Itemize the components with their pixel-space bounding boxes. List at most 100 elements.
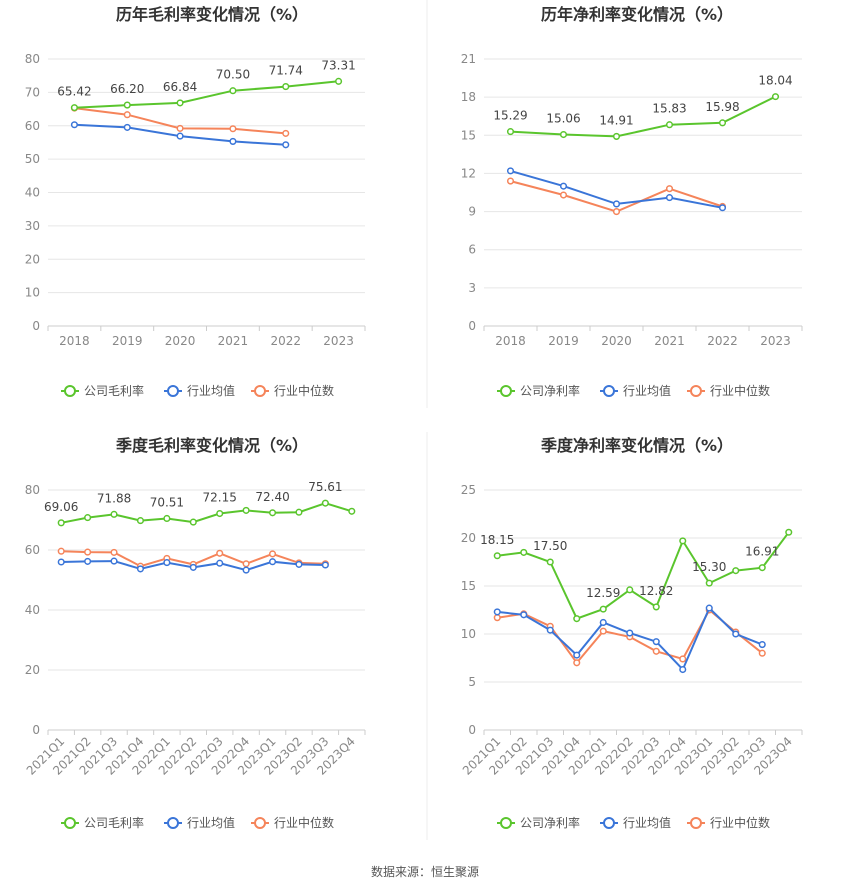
data-point-industry-average xyxy=(520,611,528,619)
data-point-industry-average xyxy=(295,560,303,568)
x-tick-label: 2020 xyxy=(601,334,632,348)
y-tick-label: 0 xyxy=(32,723,40,737)
legend-item-industry-average: 行业均值 xyxy=(164,383,235,398)
data-point-company xyxy=(520,548,528,556)
data-point-industry-median xyxy=(242,560,250,568)
data-point-company xyxy=(785,528,793,536)
data-point-industry-median xyxy=(268,550,277,558)
data-point-company xyxy=(136,517,145,525)
data-point-industry-average xyxy=(718,204,727,212)
legend-circle-icon xyxy=(500,817,512,829)
data-point-industry-average xyxy=(612,200,621,208)
legend-circle-icon xyxy=(603,817,615,829)
series-line-company xyxy=(74,80,339,109)
data-point-company xyxy=(771,93,780,101)
legend-item-industry-median: 行业中位数 xyxy=(251,815,334,830)
data-point-industry-average xyxy=(57,558,65,566)
data-point-industry-median xyxy=(612,208,621,216)
data-point-industry-average xyxy=(321,561,329,569)
data-point-industry-average xyxy=(665,194,674,202)
x-tick-label: 2019 xyxy=(548,334,579,348)
data-label: 15.06 xyxy=(546,112,580,126)
data-point-industry-median xyxy=(599,627,607,635)
data-point-industry-average xyxy=(599,618,607,627)
data-point-company xyxy=(176,99,184,107)
x-tick-label: 2019 xyxy=(112,334,143,348)
data-point-company xyxy=(559,130,568,139)
y-tick-label: 10 xyxy=(461,627,476,641)
data-point-industry-median xyxy=(506,177,515,185)
legend-circle-icon xyxy=(64,817,76,829)
y-tick-label: 10 xyxy=(25,286,40,300)
data-point-industry-average xyxy=(559,182,568,190)
data-label: 12.59 xyxy=(586,586,620,600)
data-point-industry-median xyxy=(652,647,660,655)
data-point-company xyxy=(506,128,515,136)
data-point-industry-average xyxy=(679,665,687,674)
x-tick-label: 2018 xyxy=(59,334,90,348)
y-tick-label: 20 xyxy=(461,531,476,545)
data-point-industry-average xyxy=(493,608,501,616)
legend-item-industry-median: 行业中位数 xyxy=(687,815,770,830)
data-label: 71.74 xyxy=(269,64,303,78)
y-tick-label: 25 xyxy=(461,483,476,497)
legend-item-company: 公司净利率 xyxy=(497,815,580,830)
legend-item-industry-average: 行业均值 xyxy=(164,815,235,830)
data-point-industry-average xyxy=(506,167,515,175)
legend-item-industry-median: 行业中位数 xyxy=(251,383,334,398)
data-point-company xyxy=(705,579,713,587)
data-point-industry-median xyxy=(123,111,131,119)
data-label: 17.50 xyxy=(533,539,567,553)
x-tick-label: 2018 xyxy=(495,334,526,348)
legend-item-company: 公司毛利率 xyxy=(61,383,144,398)
data-point-industry-average xyxy=(216,559,224,567)
y-tick-label: 20 xyxy=(25,663,40,677)
legend-label: 行业均值 xyxy=(187,383,235,398)
data-point-company xyxy=(282,83,290,91)
data-point-industry-average xyxy=(758,641,766,649)
y-tick-label: 0 xyxy=(468,319,476,333)
y-tick-label: 80 xyxy=(25,483,40,497)
x-tick-label: 2023 xyxy=(760,334,791,348)
data-point-industry-average xyxy=(652,638,660,646)
legend-label: 行业中位数 xyxy=(710,815,770,830)
data-label: 18.04 xyxy=(758,74,792,88)
data-point-industry-average xyxy=(123,123,131,131)
legend-label: 公司净利率 xyxy=(520,815,580,830)
data-label: 15.98 xyxy=(705,100,739,114)
y-tick-label: 5 xyxy=(468,675,476,689)
x-tick-label: 2022 xyxy=(270,334,301,348)
data-label: 66.84 xyxy=(163,80,197,94)
data-point-company xyxy=(679,537,687,545)
data-point-industry-median xyxy=(559,191,568,199)
y-tick-label: 60 xyxy=(25,119,40,133)
data-point-industry-average xyxy=(84,557,92,565)
y-tick-label: 3 xyxy=(468,281,476,295)
chart-title: 季度毛利率变化情况（%） xyxy=(115,436,308,455)
data-source-text: 数据来源：恒生聚源 xyxy=(371,864,479,879)
data-point-industry-average xyxy=(268,558,277,566)
data-point-company xyxy=(758,564,766,572)
legend-label: 公司净利率 xyxy=(520,383,580,398)
data-point-company xyxy=(123,101,131,109)
legend-circle-icon xyxy=(690,385,702,397)
data-point-company xyxy=(216,510,224,518)
series-line-company xyxy=(61,502,353,524)
y-tick-label: 20 xyxy=(25,252,40,266)
data-point-company xyxy=(268,509,277,517)
data-point-industry-median xyxy=(758,649,766,657)
y-tick-label: 21 xyxy=(461,52,476,66)
data-label: 14.91 xyxy=(599,113,633,127)
y-tick-label: 30 xyxy=(25,219,40,233)
data-label: 72.40 xyxy=(255,490,289,504)
chart-panel-4: 季度净利率变化情况（%）05101520252021Q12021Q22021Q3… xyxy=(460,436,803,830)
legend-item-industry-median: 行业中位数 xyxy=(687,383,770,398)
data-point-company xyxy=(163,514,171,523)
data-point-industry-average xyxy=(573,651,581,659)
legend-item-industry-average: 行业均值 xyxy=(600,815,671,830)
data-label: 15.83 xyxy=(652,102,686,116)
y-tick-label: 70 xyxy=(25,85,40,99)
legend-circle-icon xyxy=(254,817,266,829)
data-label: 16.91 xyxy=(745,545,779,559)
data-point-industry-average xyxy=(732,630,740,638)
